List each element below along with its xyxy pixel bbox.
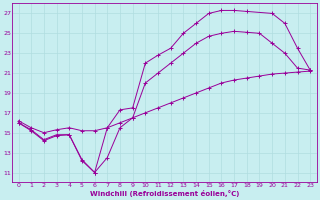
X-axis label: Windchill (Refroidissement éolien,°C): Windchill (Refroidissement éolien,°C) (90, 190, 239, 197)
